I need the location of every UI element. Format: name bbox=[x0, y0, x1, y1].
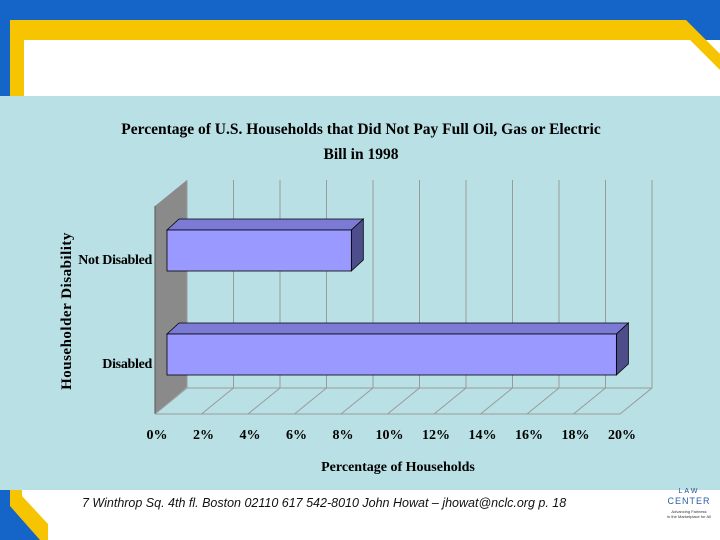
x-tick-label: 0% bbox=[147, 428, 168, 443]
footer-contact: 7 Winthrop Sq. 4th fl. Boston 02110 617 … bbox=[82, 496, 567, 510]
logo-line-tagline: Advancing Fairness bbox=[671, 509, 707, 514]
frame-corner-yellow bbox=[10, 480, 48, 540]
logo-line-tagline-2: in the Marketplace for All bbox=[667, 514, 711, 519]
law-center-logo: LAW CENTER Advancing Fairness in the Mar… bbox=[662, 488, 716, 536]
logo-line-center: CENTER bbox=[667, 496, 711, 506]
chart-panel bbox=[0, 96, 720, 490]
y-category-labels: Not Disabled Disabled bbox=[78, 253, 153, 372]
floor-gridline bbox=[154, 387, 188, 415]
floor-gridline bbox=[294, 387, 327, 415]
y-axis-label: Householder Disability bbox=[59, 232, 75, 390]
frame-inner-white bbox=[24, 40, 720, 96]
bar-front-face bbox=[166, 229, 352, 272]
bar bbox=[165, 322, 630, 376]
floor-gridline bbox=[387, 387, 420, 415]
floor-gridline bbox=[573, 387, 606, 415]
bar-top-face bbox=[165, 322, 630, 335]
x-tick-label: 4% bbox=[240, 428, 261, 443]
chart-title-line-1: Percentage of U.S. Households that Did N… bbox=[121, 121, 601, 138]
x-tick-label: 8% bbox=[333, 428, 354, 443]
bar bbox=[165, 218, 365, 272]
x-tick-label: 10% bbox=[376, 428, 404, 443]
chart-title-line-2: Bill in 1998 bbox=[324, 146, 399, 163]
x-tick-label: 14% bbox=[469, 428, 497, 443]
floor-gridline bbox=[480, 387, 513, 415]
bars bbox=[165, 218, 630, 376]
bar-top-face bbox=[165, 218, 365, 231]
x-tick-label: 18% bbox=[562, 428, 590, 443]
y-category-label: Not Disabled bbox=[78, 253, 152, 268]
x-tick-label: 16% bbox=[515, 428, 543, 443]
x-tick-label: 20% bbox=[608, 428, 636, 443]
bar-front-face bbox=[166, 333, 617, 376]
floor-gridline bbox=[340, 387, 374, 415]
chart-side-wall bbox=[155, 180, 187, 414]
x-tick-label: 2% bbox=[193, 428, 214, 443]
floor-gridline bbox=[619, 387, 653, 415]
floor-gridline bbox=[526, 387, 560, 415]
logo-line-law: LAW bbox=[678, 488, 700, 495]
x-tick-labels: 0% 2% 4% 6% 8% 10% 12% 14% 16% 18% 20% bbox=[147, 428, 637, 443]
x-tick-label: 12% bbox=[422, 428, 450, 443]
x-tick-label: 6% bbox=[286, 428, 307, 443]
floor-gridline bbox=[433, 387, 467, 415]
x-axis-label: Percentage of Households bbox=[321, 460, 475, 475]
floor-gridline bbox=[247, 387, 281, 415]
y-category-label: Disabled bbox=[102, 357, 152, 372]
floor-gridline bbox=[201, 387, 234, 415]
